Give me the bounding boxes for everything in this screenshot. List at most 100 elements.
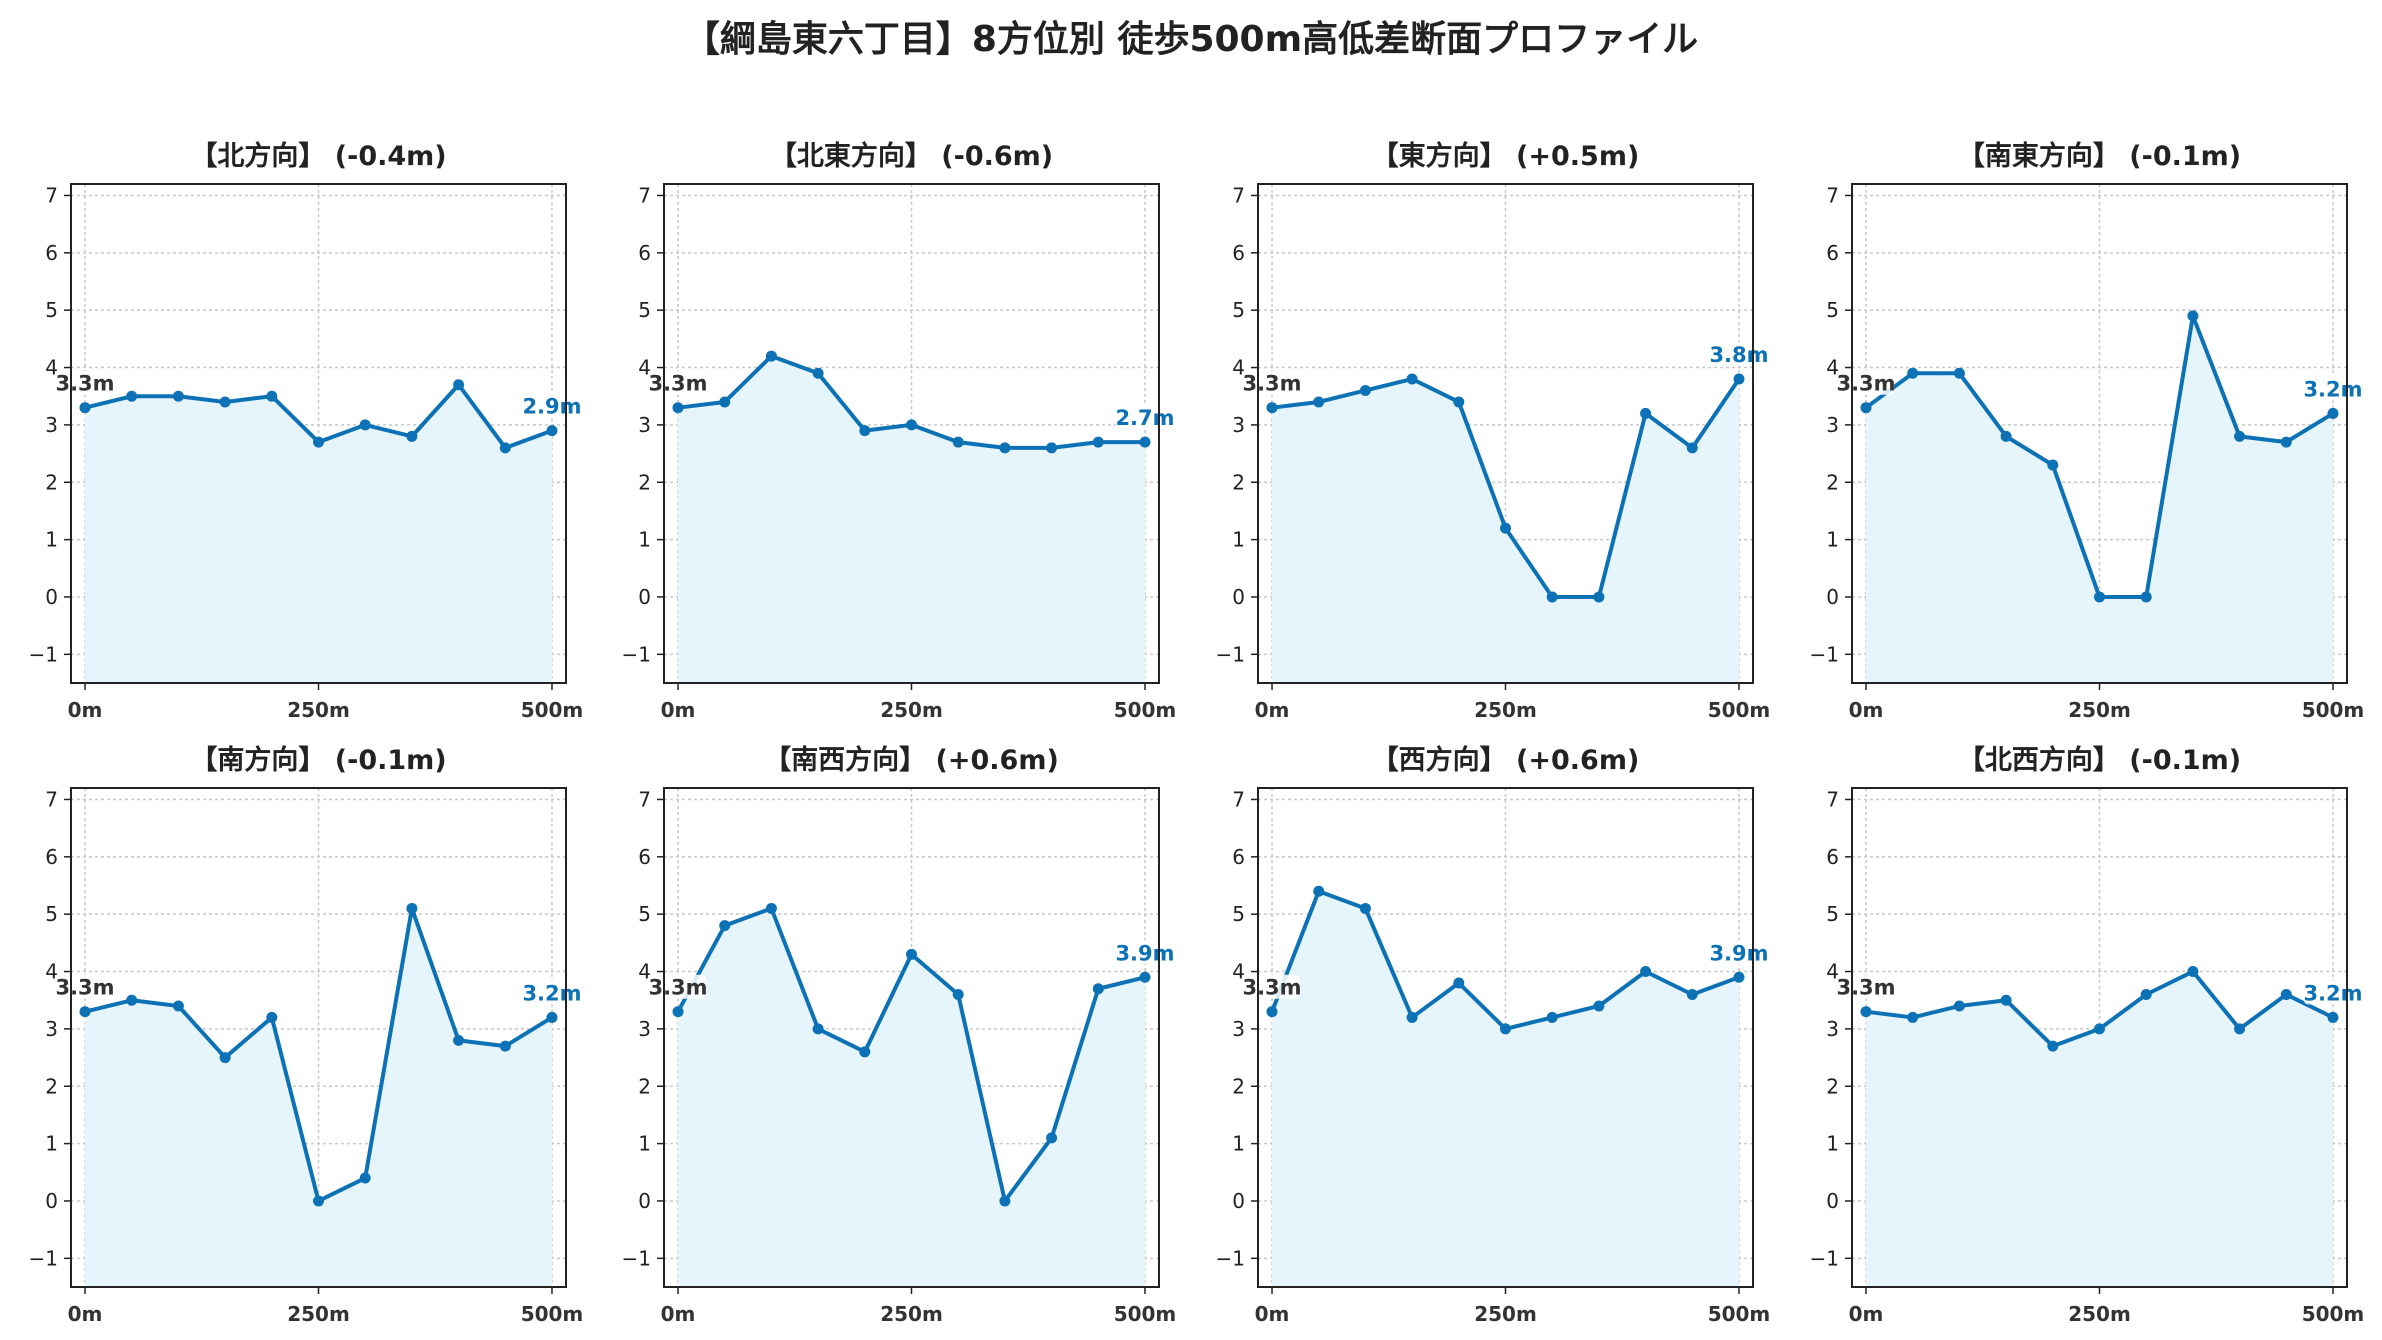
y-tick-label: 0 [638,1189,651,1213]
x-tick-label: 0m [1849,698,1884,722]
x-tick-label: 500m [2302,1302,2365,1326]
x-tick-label: 250m [880,1302,943,1326]
subplot-title: 【東方向】 (+0.5m) [1372,140,1640,172]
start-label-bg [652,974,707,999]
data-point [2280,436,2292,448]
start-label-bg [1246,974,1301,999]
plot-frame [70,787,567,1288]
y-tick-label: 5 [1826,902,1839,926]
y-tick-label: 0 [45,585,58,609]
y-tick-label: 5 [638,298,651,322]
data-point [406,430,418,442]
y-tick-label: 7 [638,787,651,811]
start-label-bg [1246,370,1301,395]
data-point [172,1000,184,1012]
end-elevation-label: 3.9m [1115,941,1174,965]
data-point [1686,442,1698,454]
plot-area [79,902,558,1287]
data-point [2327,1011,2339,1023]
x-tick-label: 0m [1849,1302,1884,1326]
data-point [2094,591,2105,603]
y-tick-label: 3 [45,1017,58,1041]
data-point [453,379,465,391]
data-point [2094,1023,2105,1035]
y-tick-label: 6 [45,845,58,869]
y-tick-label: 2 [45,1074,58,1098]
plot-frame [70,183,567,684]
x-tick-label: 250m [880,698,943,722]
data-point [453,1034,465,1046]
y-tick-label: 4 [1232,356,1245,380]
y-tick-label: 2 [1826,1074,1839,1098]
data-point [1453,977,1465,989]
end-elevation-label: 2.9m [522,395,581,419]
data-point [1860,1006,1872,1018]
end-elevation-label: 3.2m [2303,981,2362,1005]
data-point [1733,971,1745,983]
data-point [406,902,418,914]
subplot-8: 【北西方向】 (-0.1m) −1 0 1 2 3 4 5 6 7 0m 250m 500m 3.3m 3.… [1810,744,2365,1326]
data-point [1359,384,1371,396]
y-tick-label: 3 [1232,413,1245,437]
y-tick-label: 5 [45,902,58,926]
data-point [1953,1000,1965,1012]
y-tick-label: 7 [1826,787,1839,811]
y-tick-label: 7 [1232,183,1245,207]
data-point [1359,902,1371,914]
subplot-5: 【南方向】 (-0.1m) −1 0 1 2 3 4 5 6 7 0m 250m 500m 3.3m 3.2… [29,744,584,1326]
x-tick-label: 0m [661,698,696,722]
data-point [952,988,964,1000]
start-label-bg [1840,370,1895,395]
y-tick-label: 7 [45,787,58,811]
data-point [79,402,91,414]
data-point [1640,966,1652,978]
data-point [1907,1011,1919,1023]
data-point [1953,367,1965,379]
data-point [2140,988,2152,1000]
y-tick-label: 1 [1232,1132,1245,1156]
y-tick-label: 1 [638,528,651,552]
x-tick-label: 250m [1474,1302,1537,1326]
data-point [672,402,684,414]
data-point [999,1195,1011,1207]
y-tick-label: 1 [1232,528,1245,552]
data-point [1546,1011,1558,1023]
y-tick-label: 7 [45,183,58,207]
plot-frame [1257,787,1754,1288]
y-tick-label: 6 [1826,845,1839,869]
data-point [1266,1006,1278,1018]
y-tick-label: 2 [1232,470,1245,494]
data-point [1546,591,1558,603]
profile-area [678,908,1145,1287]
y-tick-label: −1 [1810,642,1839,666]
y-tick-label: 3 [638,1017,651,1041]
y-tick-label: 0 [45,1189,58,1213]
y-tick-label: 5 [45,298,58,322]
subplot-title: 【南西方向】 (+0.6m) [764,744,1059,776]
data-point [219,1052,231,1064]
y-tick-label: 1 [638,1132,651,1156]
data-point [172,390,184,402]
x-tick-label: 250m [287,1302,350,1326]
data-point [313,1195,324,1207]
data-point [906,948,917,960]
profile-area [1866,971,2333,1287]
y-tick-label: −1 [1810,1246,1839,1270]
data-point [126,390,138,402]
data-point [906,419,917,431]
data-point [1500,1023,1511,1035]
start-label-bg [59,370,114,395]
data-point [2327,407,2339,419]
data-point [672,1006,684,1018]
start-elevation-label: 3.3m [55,372,114,396]
y-tick-label: 6 [1826,241,1839,265]
figure-title: 【綱島東六丁目】8方位別 徒歩500m高低差断面プロファイル [683,19,1699,60]
x-tick-label: 500m [2302,698,2365,722]
y-tick-label: 0 [1826,585,1839,609]
start-elevation-label: 3.3m [1836,976,1895,1000]
data-point [1046,442,1058,454]
x-tick-label: 250m [2068,698,2131,722]
data-point [999,442,1011,454]
data-point [765,350,777,362]
x-tick-label: 250m [287,698,350,722]
